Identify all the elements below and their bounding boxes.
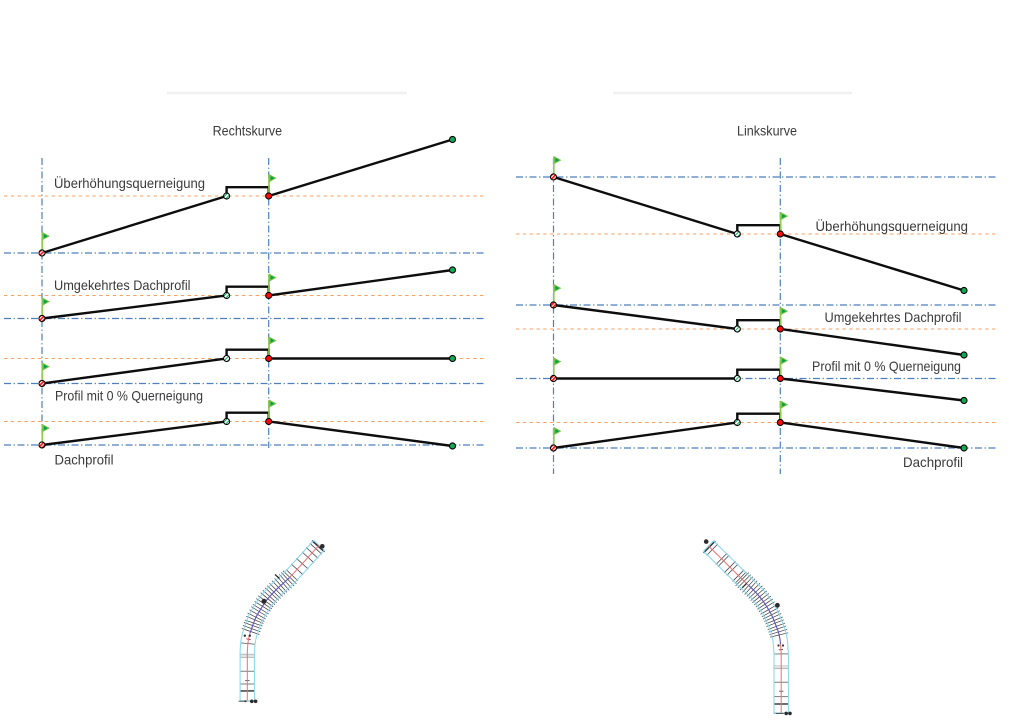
svg-text:Profil mit 0 % Querneigung: Profil mit 0 % Querneigung	[812, 358, 961, 374]
svg-text:Umgekehrtes Dachprofil: Umgekehrtes Dachprofil	[54, 277, 191, 293]
svg-text:Dachprofil: Dachprofil	[55, 452, 114, 468]
svg-text:Profil mit 0 % Querneigung: Profil mit 0 % Querneigung	[55, 388, 203, 404]
svg-text:Dachprofil: Dachprofil	[903, 454, 963, 470]
svg-text:Überhöhungsquerneigung: Überhöhungsquerneigung	[816, 217, 969, 234]
svg-text:Umgekehrtes Dachprofil: Umgekehrtes Dachprofil	[825, 309, 962, 325]
svg-text:Rechtskurve: Rechtskurve	[213, 123, 283, 139]
svg-text:Linkskurve: Linkskurve	[737, 123, 797, 139]
svg-text:Überhöhungsquerneigung: Überhöhungsquerneigung	[54, 174, 205, 191]
